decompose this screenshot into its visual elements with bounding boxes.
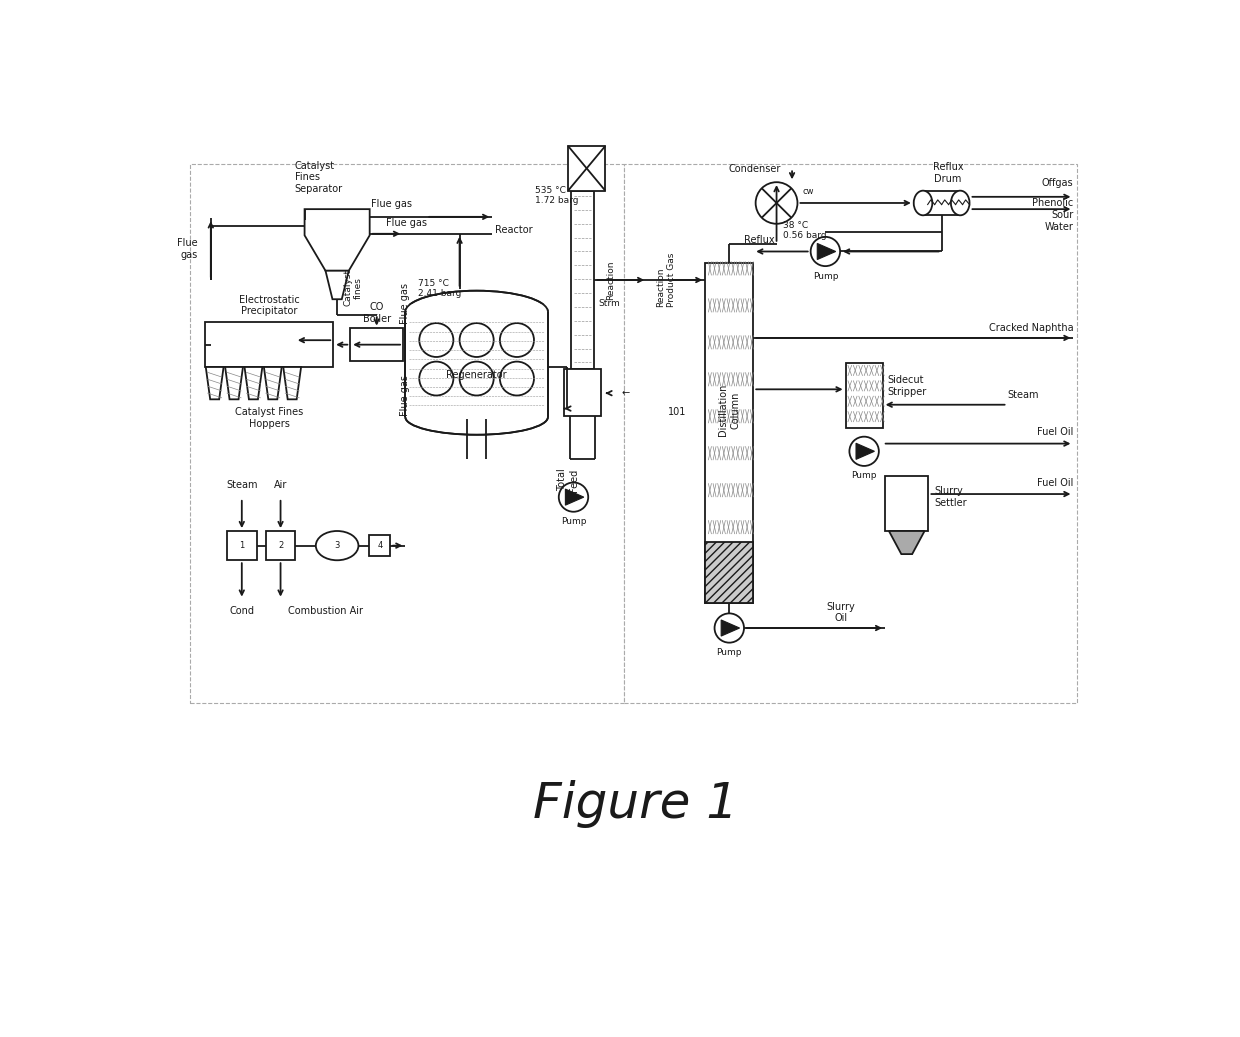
Ellipse shape bbox=[316, 531, 358, 560]
Text: Catalyst Fines
Hoppers: Catalyst Fines Hoppers bbox=[236, 408, 304, 428]
Text: Pump: Pump bbox=[560, 517, 587, 526]
Bar bbox=[206, 323, 334, 367]
Text: 38 °C
0.56 barg: 38 °C 0.56 barg bbox=[782, 221, 826, 241]
Circle shape bbox=[419, 362, 454, 395]
Circle shape bbox=[419, 324, 454, 357]
Bar bbox=[370, 535, 391, 556]
Bar bbox=[351, 329, 403, 361]
Text: 101: 101 bbox=[668, 408, 687, 418]
Text: Electrostatic
Precipitator: Electrostatic Precipitator bbox=[239, 295, 300, 316]
Circle shape bbox=[460, 362, 494, 395]
Bar bbox=[923, 191, 960, 216]
Circle shape bbox=[460, 324, 494, 357]
Text: Reaction: Reaction bbox=[606, 260, 615, 300]
Circle shape bbox=[500, 324, 534, 357]
Text: 4: 4 bbox=[377, 541, 382, 551]
Polygon shape bbox=[325, 271, 348, 300]
Text: Pump: Pump bbox=[812, 272, 838, 281]
Text: Flue gas: Flue gas bbox=[387, 218, 428, 227]
Bar bbox=[405, 304, 548, 417]
Ellipse shape bbox=[914, 191, 932, 216]
Text: Flue gas: Flue gas bbox=[399, 375, 409, 416]
Text: cw: cw bbox=[802, 187, 813, 196]
Bar bbox=[265, 531, 295, 560]
Text: Figure 1: Figure 1 bbox=[533, 780, 738, 828]
Text: Total
Feed: Total Feed bbox=[557, 469, 579, 492]
Polygon shape bbox=[206, 367, 223, 399]
Text: Cond: Cond bbox=[229, 606, 254, 616]
Text: 715 °C
2.41 barg: 715 °C 2.41 barg bbox=[419, 279, 461, 299]
Text: Sidecut
Stripper: Sidecut Stripper bbox=[888, 375, 926, 397]
Text: 3: 3 bbox=[335, 541, 340, 551]
Polygon shape bbox=[856, 443, 874, 459]
Bar bbox=[190, 165, 624, 703]
Text: Strm: Strm bbox=[598, 299, 620, 308]
Circle shape bbox=[849, 437, 879, 466]
Text: Pump: Pump bbox=[852, 472, 877, 480]
Text: Fuel Oil: Fuel Oil bbox=[1037, 478, 1074, 487]
Text: fines: fines bbox=[355, 277, 363, 299]
Bar bbox=[846, 363, 883, 428]
Polygon shape bbox=[722, 620, 739, 636]
Text: Reflux
Drum: Reflux Drum bbox=[932, 162, 963, 184]
Polygon shape bbox=[283, 367, 301, 399]
Polygon shape bbox=[565, 489, 584, 505]
Circle shape bbox=[755, 183, 797, 224]
Bar bbox=[885, 476, 929, 531]
Text: Slurry
Oil: Slurry Oil bbox=[827, 601, 856, 623]
Text: Reactor: Reactor bbox=[495, 225, 532, 235]
Text: 2: 2 bbox=[278, 541, 283, 551]
Polygon shape bbox=[305, 209, 370, 271]
Text: Steam: Steam bbox=[1007, 390, 1039, 400]
Text: 1: 1 bbox=[239, 541, 244, 551]
Text: Combustion Air: Combustion Air bbox=[288, 606, 363, 616]
Circle shape bbox=[714, 614, 744, 643]
Text: 535 °C
1.72 barg: 535 °C 1.72 barg bbox=[534, 186, 578, 205]
Text: Slurry
Settler: Slurry Settler bbox=[935, 486, 967, 508]
Text: Condenser: Condenser bbox=[729, 164, 781, 174]
Text: Steam: Steam bbox=[226, 480, 258, 491]
Text: Reflux: Reflux bbox=[744, 235, 775, 246]
Text: Flue
gas: Flue gas bbox=[177, 239, 197, 260]
Text: ←: ← bbox=[621, 388, 630, 398]
Bar bbox=[624, 165, 1078, 703]
Polygon shape bbox=[264, 367, 281, 399]
Polygon shape bbox=[226, 367, 243, 399]
Text: Catalyst: Catalyst bbox=[343, 270, 352, 306]
Bar bbox=[572, 192, 594, 368]
Bar bbox=[564, 368, 601, 416]
Circle shape bbox=[559, 482, 588, 511]
Text: CO
Boiler: CO Boiler bbox=[362, 302, 391, 324]
Polygon shape bbox=[817, 244, 836, 259]
Polygon shape bbox=[889, 531, 925, 554]
Text: Air: Air bbox=[274, 480, 288, 491]
Circle shape bbox=[500, 362, 534, 395]
Text: Phenolic
Sour
Water: Phenolic Sour Water bbox=[1032, 198, 1074, 231]
Text: Flue gas: Flue gas bbox=[399, 282, 409, 324]
Text: Distillation
Column: Distillation Column bbox=[718, 384, 740, 437]
Bar bbox=[227, 531, 257, 560]
Text: Regenerator: Regenerator bbox=[446, 369, 507, 380]
Text: Offgas: Offgas bbox=[1042, 177, 1074, 188]
Text: Cracked Naphtha: Cracked Naphtha bbox=[988, 324, 1074, 333]
Circle shape bbox=[811, 236, 841, 267]
Text: Pump: Pump bbox=[717, 648, 742, 657]
Bar bbox=[706, 541, 753, 604]
Polygon shape bbox=[244, 367, 263, 399]
Bar bbox=[568, 146, 605, 191]
Text: Reaction
Product Gas: Reaction Product Gas bbox=[656, 253, 676, 307]
Text: Catalyst
Fines
Separator: Catalyst Fines Separator bbox=[295, 161, 342, 194]
Text: Fuel Oil: Fuel Oil bbox=[1037, 427, 1074, 438]
Ellipse shape bbox=[951, 191, 970, 216]
Text: Flue gas: Flue gas bbox=[371, 199, 412, 209]
Bar bbox=[706, 263, 753, 604]
